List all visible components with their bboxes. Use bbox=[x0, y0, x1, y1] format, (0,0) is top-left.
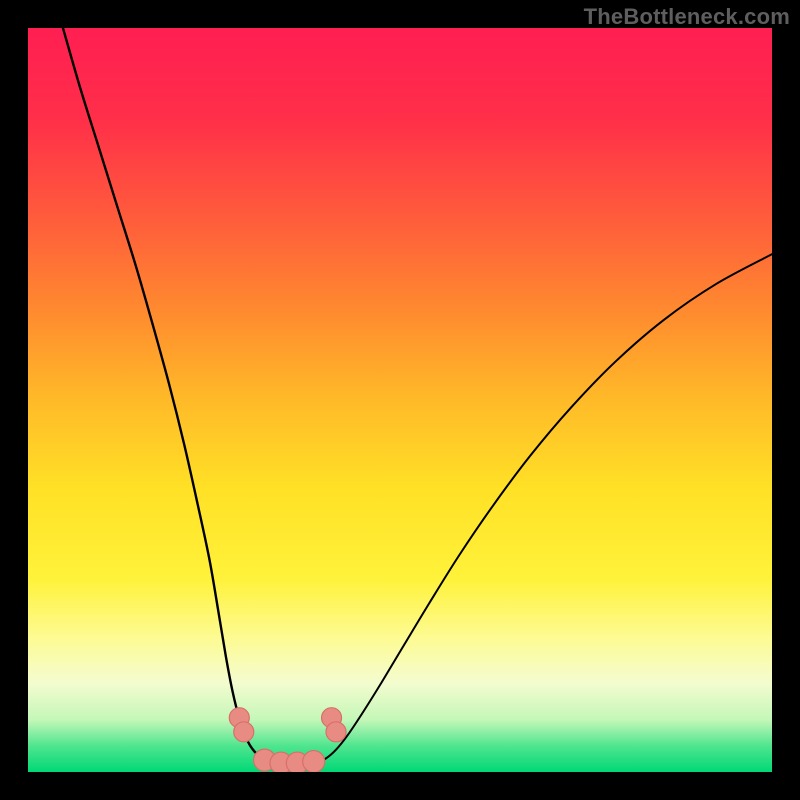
data-point bbox=[234, 722, 254, 742]
data-point bbox=[303, 751, 325, 773]
chart-stage: TheBottleneck.com bbox=[0, 0, 800, 800]
bottleneck-curve-chart bbox=[0, 0, 800, 800]
gradient-plot-background bbox=[28, 28, 772, 772]
watermark-text: TheBottleneck.com bbox=[584, 4, 790, 30]
data-point bbox=[326, 722, 346, 742]
